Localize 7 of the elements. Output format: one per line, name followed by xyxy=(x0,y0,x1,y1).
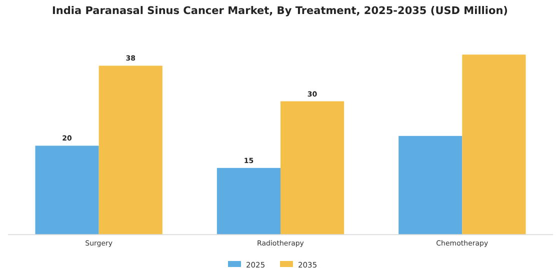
chart-title: India Paranasal Sinus Cancer Market, By Treatment, 2025-2035 (USD Million) xyxy=(52,5,508,17)
bar xyxy=(280,101,344,235)
bar xyxy=(98,66,162,235)
bar xyxy=(35,146,99,235)
bar xyxy=(216,168,280,235)
bar xyxy=(398,136,462,235)
bar xyxy=(462,54,526,235)
